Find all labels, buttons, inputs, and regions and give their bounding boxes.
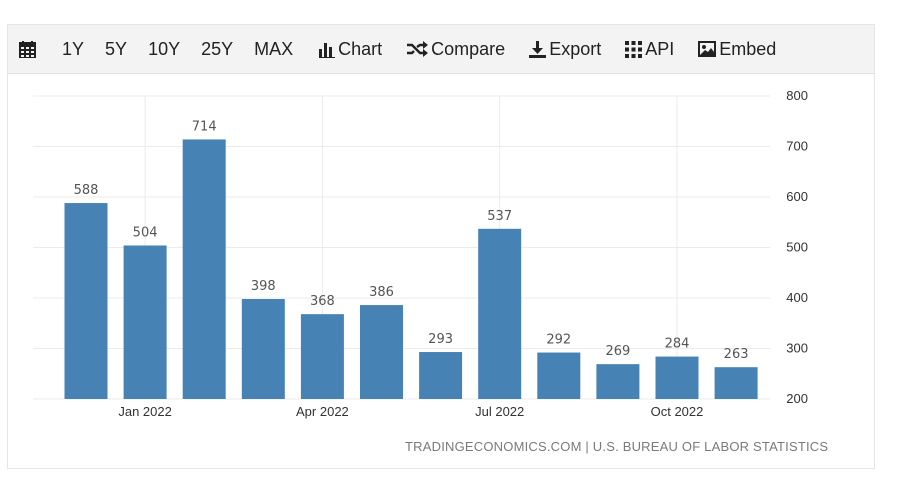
range-max-button[interactable]: MAX [254, 38, 294, 59]
bar[interactable] [64, 203, 108, 399]
x-tick-label: Oct 2022 [651, 404, 704, 419]
embed-button[interactable]: Embed [698, 25, 776, 73]
y-tick-label: 800 [786, 88, 808, 103]
data-label: 269 [605, 344, 630, 359]
range-25y-button[interactable]: 25Y [201, 38, 234, 59]
x-tick-label: Apr 2022 [296, 404, 349, 419]
x-tick-label: Jul 2022 [475, 404, 524, 419]
bar[interactable] [300, 314, 344, 399]
grid-icon [625, 40, 643, 58]
y-tick-label: 300 [786, 341, 808, 356]
bar-chart-icon [319, 42, 336, 58]
bar[interactable] [596, 364, 640, 399]
source-attribution: TRADINGECONOMICS.COM | U.S. BUREAU OF LA… [405, 439, 829, 454]
y-tick-label: 600 [786, 189, 808, 204]
data-label: 588 [74, 183, 99, 198]
bar[interactable] [182, 139, 226, 399]
date-range-button[interactable] [19, 25, 36, 73]
bar[interactable] [360, 305, 403, 399]
shuffle-icon [407, 41, 429, 57]
download-icon [529, 40, 547, 58]
bar[interactable] [478, 228, 522, 399]
bar[interactable] [419, 352, 463, 399]
data-label: 386 [369, 285, 394, 300]
bar[interactable] [655, 356, 699, 399]
bar[interactable] [714, 367, 758, 399]
data-label: 504 [133, 225, 158, 240]
bar[interactable] [123, 245, 167, 399]
embed-label: Embed [719, 38, 777, 59]
range-1y-button[interactable]: 1Y [62, 38, 85, 59]
data-label: 537 [487, 209, 512, 224]
compare-button[interactable]: Compare [406, 25, 505, 73]
y-tick-label: 500 [786, 240, 808, 255]
range-10y-button[interactable]: 10Y [148, 38, 181, 59]
data-label: 368 [310, 294, 335, 309]
data-label: 263 [724, 347, 749, 362]
toolbar: 1Y 5Y 10Y 25Y MAX Chart Compare [8, 25, 874, 74]
data-label: 284 [665, 337, 690, 352]
export-button[interactable]: Export [529, 25, 601, 73]
compare-label: Compare [431, 38, 506, 59]
y-tick-label: 200 [786, 391, 808, 406]
export-label: Export [549, 38, 602, 59]
api-label: API [645, 38, 675, 59]
data-label: 398 [251, 279, 276, 294]
y-tick-label: 400 [786, 290, 808, 305]
range-5y-button[interactable]: 5Y [105, 38, 128, 59]
calendar-icon [19, 40, 36, 58]
data-label: 292 [546, 333, 571, 348]
chart-type-label: Chart [338, 38, 383, 59]
chart-type-button[interactable]: Chart [319, 25, 382, 73]
x-tick-label: Jan 2022 [118, 404, 172, 419]
api-button[interactable]: API [625, 25, 674, 73]
image-icon [698, 41, 717, 57]
y-tick-label: 700 [786, 139, 808, 154]
data-label: 293 [428, 332, 453, 347]
bar[interactable] [537, 352, 581, 399]
data-label: 714 [192, 119, 217, 134]
bar[interactable] [241, 299, 285, 399]
